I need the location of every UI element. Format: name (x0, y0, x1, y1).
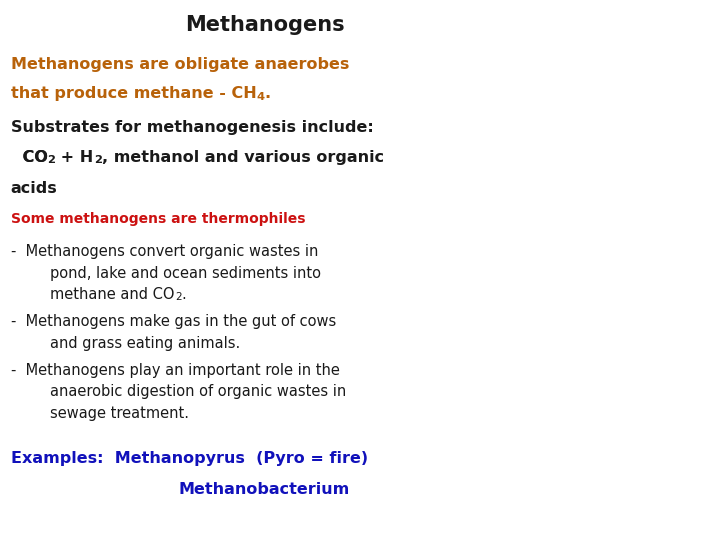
Text: -  Methanogens make gas in the gut of cows: - Methanogens make gas in the gut of cow… (11, 314, 336, 329)
Text: Some methanogens are thermophiles: Some methanogens are thermophiles (11, 212, 305, 226)
Text: pond, lake and ocean sediments into: pond, lake and ocean sediments into (50, 266, 321, 281)
Text: 2: 2 (48, 155, 55, 165)
Text: that produce methane - CH: that produce methane - CH (11, 86, 256, 102)
Text: methane and CO: methane and CO (50, 287, 175, 302)
Text: .: . (181, 287, 186, 302)
Text: sewage treatment.: sewage treatment. (50, 406, 189, 421)
Text: Substrates for methanogenesis include:: Substrates for methanogenesis include: (11, 120, 374, 135)
Text: CO: CO (17, 150, 48, 165)
Text: CO: CO (17, 150, 48, 165)
Text: Methanobacterium: Methanobacterium (179, 482, 350, 497)
Text: , methanol and various organic: , methanol and various organic (102, 150, 384, 165)
Text: Methanogens are obligate anaerobes: Methanogens are obligate anaerobes (11, 57, 349, 72)
Text: + H: + H (55, 150, 94, 165)
Text: and grass eating animals.: and grass eating animals. (50, 336, 240, 351)
Text: anaerobic digestion of organic wastes in: anaerobic digestion of organic wastes in (50, 384, 346, 400)
Text: Examples:  Methanopyrus  (Pyro = fire): Examples: Methanopyrus (Pyro = fire) (11, 451, 368, 466)
FancyBboxPatch shape (529, 0, 720, 540)
Text: .: . (265, 86, 271, 102)
Text: -  Methanogens play an important role in the: - Methanogens play an important role in … (11, 363, 340, 378)
Text: 2: 2 (175, 292, 181, 302)
Text: acids: acids (11, 181, 58, 196)
Text: 2: 2 (94, 155, 102, 165)
Text: Methanogens: Methanogens (185, 15, 344, 35)
Text: 4: 4 (256, 92, 265, 102)
Text: -  Methanogens convert organic wastes in: - Methanogens convert organic wastes in (11, 244, 318, 259)
